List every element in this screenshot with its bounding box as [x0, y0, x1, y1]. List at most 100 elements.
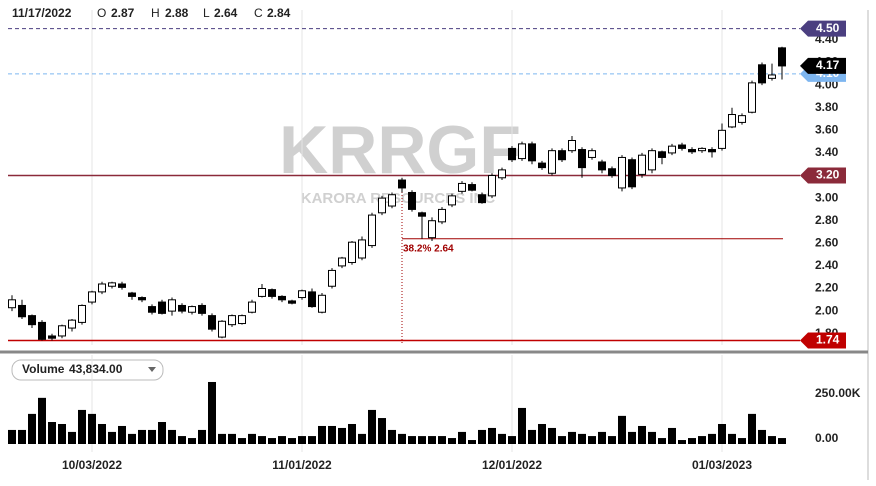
candle-body [208, 315, 216, 330]
candle-body [398, 179, 406, 189]
volume-bar [688, 438, 696, 444]
candle-body [448, 195, 456, 206]
candle-body [538, 162, 546, 169]
volume-bar [98, 423, 106, 444]
candle-body [108, 282, 116, 287]
candle-body [618, 156, 626, 189]
volume-bar [68, 431, 76, 444]
volume-bar [298, 436, 306, 444]
candle-body [88, 291, 96, 303]
volume-bar [288, 438, 296, 444]
candle-body [358, 239, 366, 259]
candle-body [258, 288, 266, 297]
volume-bar [338, 427, 346, 444]
candle-body [638, 154, 646, 175]
candle-body [758, 64, 766, 84]
volume-bar [558, 436, 566, 444]
volume-bar [568, 431, 576, 444]
candle-body [188, 306, 196, 313]
candle-body [558, 150, 566, 161]
y-tick-label: 2.80 [815, 213, 839, 227]
candle-body [418, 212, 426, 217]
candle-body [718, 129, 726, 149]
candle-body [408, 191, 416, 210]
volume-bar [348, 423, 356, 444]
candle-body [288, 300, 296, 304]
volume-bar [578, 433, 586, 444]
volume-bar [158, 422, 166, 444]
candle-body [308, 291, 316, 308]
candle-body [528, 143, 536, 162]
y-tick-label: 3.80 [815, 100, 839, 114]
volume-bar [618, 415, 626, 444]
candle-body [588, 150, 596, 158]
volume-bar [368, 409, 376, 444]
y-tick-label: 2.20 [815, 281, 839, 295]
y-tick-label: 2.40 [815, 258, 839, 272]
candle-body [48, 335, 56, 339]
volume-selector[interactable] [11, 359, 164, 381]
y-tick-label: 3.40 [815, 145, 839, 159]
candle-body [598, 161, 606, 171]
volume-bar [708, 433, 716, 444]
candle-body [768, 74, 776, 79]
price-tag-label: 3.20 [816, 168, 840, 182]
candle-body [698, 147, 706, 152]
y-tick-label: 3.00 [815, 190, 839, 204]
volume-bar [218, 433, 226, 444]
price-tag [800, 20, 846, 37]
candle-body [8, 299, 16, 309]
x-tick-label: 10/03/2022 [62, 458, 122, 472]
volume-bar [188, 438, 196, 444]
candle-body [628, 159, 636, 188]
candle-body [198, 304, 206, 314]
candle-body [468, 184, 476, 191]
candle-body [98, 283, 106, 293]
candle-body [488, 175, 496, 197]
candle-body [138, 297, 146, 301]
volume-bar [658, 438, 666, 444]
volume-bar [468, 440, 476, 444]
volume-bar [738, 438, 746, 444]
volume-bar [268, 438, 276, 444]
volume-bar [388, 429, 396, 444]
candle-body [298, 290, 306, 299]
volume-bar [398, 433, 406, 444]
candle-body [148, 306, 156, 313]
candle-body [578, 149, 586, 169]
candle-body [58, 325, 66, 337]
price-tag-label: 4.50 [816, 21, 840, 35]
candle-body [728, 114, 736, 128]
header-value: 2.64 [214, 6, 238, 20]
candle-body [128, 292, 136, 297]
volume-title: Volume [22, 362, 65, 376]
dropdown-icon [148, 367, 156, 372]
volume-bar [228, 433, 236, 444]
candle-body [328, 269, 336, 287]
candle-body [278, 295, 286, 301]
volume-bar [18, 429, 26, 444]
candle-body [318, 294, 326, 313]
candle-body [438, 208, 446, 223]
header-date: 11/17/2022 [12, 6, 72, 20]
candle-body [478, 194, 486, 204]
volume-bar [48, 422, 56, 444]
volume-bar [88, 413, 96, 444]
candle-body [708, 149, 716, 153]
header-value: 2.88 [165, 6, 189, 20]
volume-bar [528, 429, 536, 444]
volume-bar [178, 436, 186, 444]
candle-body [158, 301, 166, 314]
volume-bar [408, 436, 416, 444]
volume-bar [428, 436, 436, 444]
header-label: O [97, 6, 106, 20]
volume-bar [248, 433, 256, 444]
volume-bar [728, 433, 736, 444]
volume-bar [548, 427, 556, 444]
candle-body [378, 197, 386, 214]
volume-bar [698, 436, 706, 444]
candle-body [18, 304, 26, 318]
y-tick-label: 3.60 [815, 123, 839, 137]
candle-body [38, 321, 46, 340]
candle-body [228, 315, 236, 326]
